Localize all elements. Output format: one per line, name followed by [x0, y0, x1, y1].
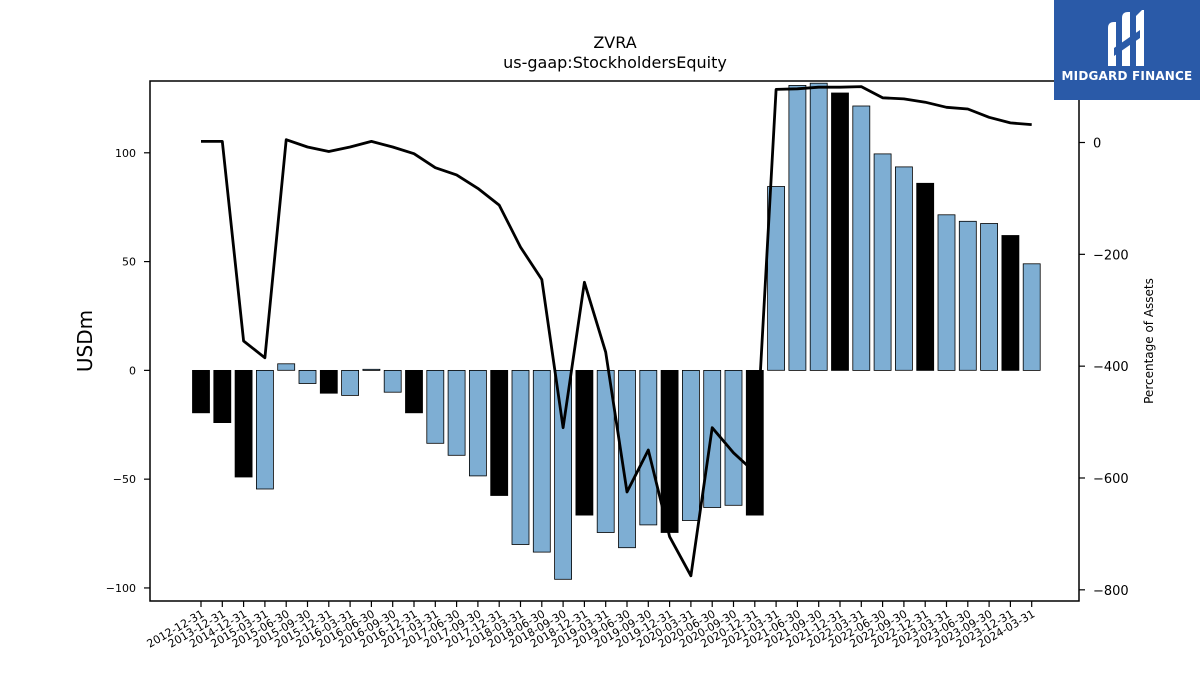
bar [788, 85, 807, 371]
bar [213, 369, 232, 423]
y-tick-label: 0 [129, 364, 136, 377]
y2-tick-label: 0 [1093, 137, 1101, 152]
bar [958, 220, 977, 371]
bar [937, 214, 956, 371]
y2-tick-label: −600 [1093, 472, 1129, 487]
bar [447, 369, 466, 456]
bar [319, 369, 338, 394]
percentage-of-assets-line [201, 85, 1032, 578]
chart-title: ZVRA [593, 33, 636, 52]
line-layer [201, 85, 1032, 578]
bar [383, 369, 402, 393]
secondary-y-axis-label: Percentage of Assets [1142, 278, 1156, 404]
y2-tick-label: −800 [1093, 584, 1129, 599]
bar [724, 369, 743, 506]
bars-group [192, 82, 1041, 580]
bar [831, 92, 849, 371]
y-tick-label: −100 [106, 582, 136, 595]
bar [618, 369, 636, 549]
bar [703, 369, 722, 508]
bar [682, 369, 700, 521]
bar [554, 369, 572, 580]
bar [596, 369, 615, 533]
y-tick-label: 100 [115, 147, 136, 160]
bar [532, 369, 551, 553]
bar [1022, 263, 1041, 371]
bar [852, 105, 871, 371]
bar [1001, 235, 1020, 371]
bar [639, 369, 658, 526]
midgard-logo-icon [1108, 10, 1144, 66]
bar [234, 369, 253, 478]
bar [362, 368, 381, 371]
y-axis-label: USDm [73, 310, 97, 372]
bar [809, 82, 828, 371]
bar [192, 369, 210, 414]
y-tick-label: 50 [122, 256, 136, 269]
bar [575, 369, 594, 516]
bar [255, 369, 274, 490]
bar [980, 223, 998, 371]
axes-group: −100−50050100−800−600−400−20002012-12-31… [106, 137, 1129, 651]
bar [426, 369, 445, 444]
bar [511, 369, 530, 545]
y2-tick-label: −400 [1093, 360, 1129, 375]
y2-tick-label: −200 [1093, 248, 1129, 263]
bar [745, 369, 764, 516]
brand-name: MIDGARD FINANCE [1061, 69, 1193, 83]
bar [468, 369, 487, 477]
y-tick-label: −50 [113, 473, 136, 486]
bar [916, 182, 935, 371]
bar [873, 153, 892, 371]
bar [490, 369, 509, 496]
bar [298, 369, 317, 384]
chart-subtitle: us-gaap:StockholdersEquity [503, 53, 727, 72]
bar [341, 369, 360, 396]
bar [405, 369, 423, 414]
bar [895, 166, 913, 371]
bar [767, 186, 785, 371]
bar [277, 363, 296, 371]
brand-logo: MIDGARD FINANCE [1054, 0, 1200, 100]
plot-frame [149, 80, 1080, 602]
